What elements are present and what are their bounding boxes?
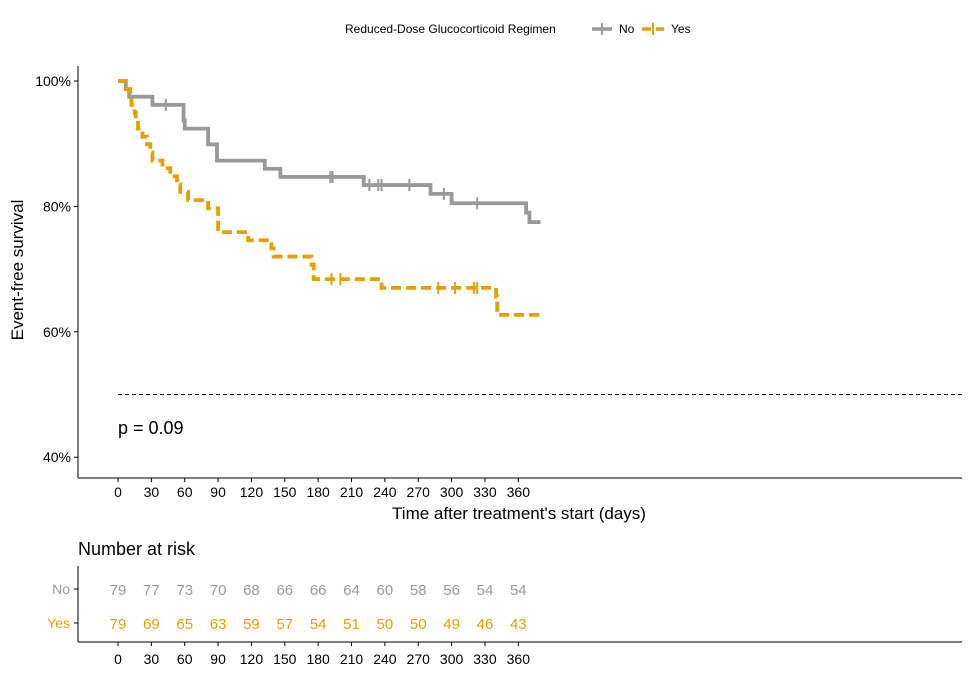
risk-table-title: Number at risk [78,539,196,559]
risk-x-tick-label: 330 [473,651,497,667]
legend-label-no: No [619,22,635,36]
x-axis-title: Time after treatment's start (days) [392,504,646,523]
x-tick-label: 150 [273,484,297,500]
risk-x-tick-label: 360 [507,651,531,667]
risk-count-no: 73 [176,582,193,599]
y-tick-label: 60% [43,324,71,340]
legend-key-yes [642,23,664,35]
risk-count-yes: 63 [210,616,227,633]
series-no [118,79,541,224]
risk-count-yes: 79 [110,616,127,633]
risk-count-no: 56 [443,582,460,599]
legend-key-no [592,23,612,35]
risk-count-yes: 57 [276,616,293,633]
risk-row-label-no: No [52,581,70,597]
risk-row-label-yes: Yes [47,615,70,631]
x-tick-label: 180 [306,484,330,500]
risk-count-no: 64 [343,582,360,599]
risk-count-no: 79 [110,582,127,599]
risk-x-tick-label: 300 [440,651,464,667]
risk-count-yes: 50 [377,616,394,633]
risk-count-yes: 69 [143,616,160,633]
survival-curve-no [118,79,541,224]
risk-x-tick-label: 30 [144,651,160,667]
risk-count-no: 60 [377,582,394,599]
risk-count-no: 58 [410,582,427,599]
risk-count-no: 70 [210,582,227,599]
risk-x-tick-label: 150 [273,651,297,667]
risk-count-yes: 65 [176,616,193,633]
x-tick-label: 330 [473,484,497,500]
series-yes [118,79,541,317]
risk-count-no: 54 [510,582,527,599]
risk-x-tick-label: 240 [373,651,397,667]
risk-x-tick-label: 60 [177,651,193,667]
y-axis-title: Event-free survival [8,200,27,341]
survival-curves [118,79,962,395]
plot-area: 40% 60% 80% 100% 0 30 60 90 120 150 180 210 240 270 3… [35,66,962,500]
risk-count-yes: 43 [510,616,527,633]
x-tick-label: 120 [240,484,264,500]
x-tick-label: 60 [177,484,193,500]
x-tick-label: 90 [210,484,226,500]
p-value-annotation: p = 0.09 [118,418,184,438]
risk-count-yes: 51 [343,616,360,633]
legend-label-yes: Yes [671,22,691,36]
x-tick-label: 270 [407,484,431,500]
survival-curve-yes [118,79,541,317]
risk-count-yes: 54 [310,616,327,633]
risk-x-tick-label: 120 [240,651,264,667]
risk-count-no: 68 [243,582,260,599]
y-tick-label: 40% [43,449,71,465]
risk-x-tick-label: 270 [407,651,431,667]
y-tick-label: 80% [43,198,71,214]
risk-count-no: 66 [310,582,327,599]
x-axis: 0 30 60 90 120 150 180 210 240 270 300 330 360 [78,477,962,500]
x-tick-label: 240 [373,484,397,500]
risk-table: No 79 77 73 70 68 66 66 64 60 58 56 54 54 Yes 79 69 65 63 5… [47,566,962,667]
risk-count-no: 77 [143,582,160,599]
legend-title: Reduced-Dose Glucocorticoid Regimen [345,22,556,36]
y-axis: 40% 60% 80% 100% [35,66,79,478]
x-tick-label: 300 [440,484,464,500]
risk-count-no: 66 [276,582,293,599]
y-tick-label: 100% [35,73,71,89]
legend: Reduced-Dose Glucocorticoid Regimen No Y… [345,22,691,36]
risk-count-yes: 50 [410,616,427,633]
risk-x-tick-label: 210 [340,651,364,667]
risk-x-tick-label: 0 [114,651,122,667]
x-tick-label: 30 [144,484,160,500]
x-tick-label: 210 [340,484,364,500]
risk-count-yes: 49 [443,616,460,633]
x-tick-label: 0 [114,484,122,500]
risk-count-yes: 59 [243,616,260,633]
x-tick-label: 360 [507,484,531,500]
risk-count-no: 54 [477,582,494,599]
risk-count-yes: 46 [477,616,494,633]
risk-x-tick-label: 180 [306,651,330,667]
risk-x-tick-label: 90 [210,651,226,667]
